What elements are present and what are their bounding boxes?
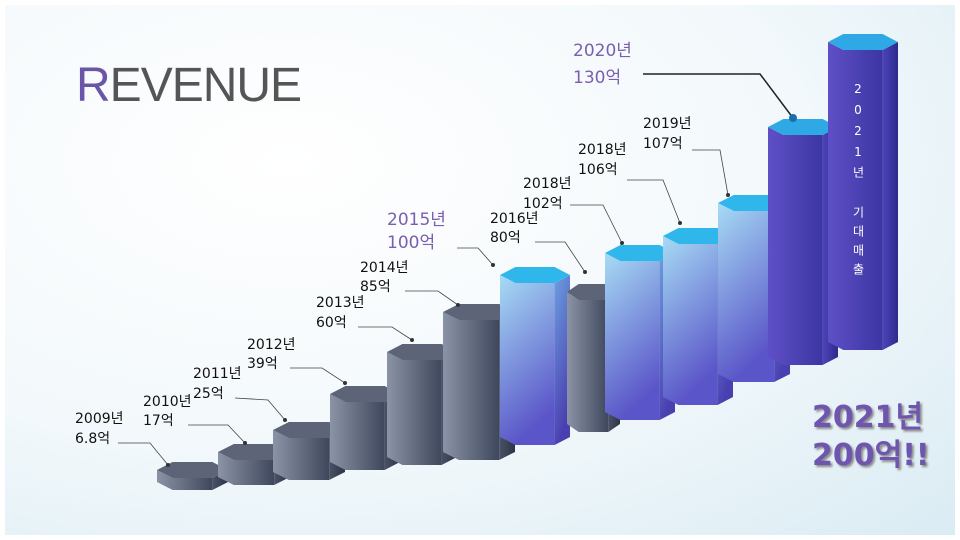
- label-amount: 17억: [143, 413, 174, 429]
- label-amount: 25억: [193, 386, 224, 402]
- leader-line: [692, 149, 729, 196]
- forecast-year: 2021년: [812, 400, 924, 435]
- label-year: 2016년: [490, 211, 539, 227]
- prism-top: [218, 444, 290, 460]
- prism-left: [768, 127, 823, 365]
- leader-dot: [789, 114, 797, 122]
- prism-top: [605, 245, 675, 261]
- prism-left: [157, 470, 213, 490]
- label-amount: 39억: [247, 356, 278, 372]
- leader-line: [234, 397, 286, 421]
- leader-line: [358, 326, 413, 341]
- leader-line: [188, 424, 246, 444]
- prism-left: [500, 275, 555, 445]
- leader-dot: [283, 418, 287, 422]
- label-amount: 107억: [643, 136, 683, 152]
- label-year: 2015년: [387, 210, 446, 230]
- prism-left: [273, 430, 330, 480]
- label-amount: 100억: [387, 233, 435, 253]
- label-amount: 80억: [490, 230, 521, 246]
- prism-left: [330, 394, 385, 470]
- leader-dot: [456, 303, 460, 307]
- leader-dot: [726, 193, 730, 197]
- title: REVENUE: [76, 59, 302, 112]
- label-year: 2019년: [643, 116, 692, 132]
- prism-top: [387, 344, 457, 360]
- prism-top: [330, 386, 400, 402]
- prism-top: [768, 119, 838, 135]
- prism-top: [663, 228, 733, 244]
- prism-top: [500, 267, 570, 283]
- prism-top: [828, 34, 898, 50]
- leader-line: [405, 290, 459, 306]
- prism-top: [443, 304, 515, 320]
- prism-left: [718, 203, 775, 382]
- label-year: 2014년: [360, 260, 409, 276]
- leader-line: [290, 367, 346, 384]
- prism-top: [157, 462, 228, 478]
- prism-left: [567, 292, 609, 432]
- leader-dot: [343, 381, 347, 385]
- leader-dot: [620, 241, 624, 245]
- leader-line: [535, 241, 586, 273]
- leader-dot: [583, 270, 587, 274]
- label-year: 2018년: [523, 176, 572, 192]
- leader-dot: [243, 441, 247, 445]
- leader-line: [627, 179, 681, 224]
- leader-line: [457, 247, 494, 266]
- prism-right: [554, 275, 570, 445]
- prism-left: [605, 253, 660, 420]
- label-year: 2018년: [578, 142, 627, 158]
- leader-dot: [166, 463, 170, 467]
- label-amount: 130억: [573, 68, 621, 88]
- leader-line: [643, 73, 794, 119]
- label-year: 2013년: [316, 295, 365, 311]
- label-year: 2009년: [75, 411, 124, 427]
- prism-left: [387, 352, 442, 465]
- prism-left: [663, 236, 718, 405]
- label-year: 2011년: [193, 366, 242, 382]
- prism-right: [882, 42, 898, 350]
- label-amount: 106억: [578, 162, 618, 178]
- forecast-amount: 200억!!: [812, 438, 930, 473]
- forecast-label: 2021년 기대매출: [851, 82, 865, 282]
- label-year: 2012년: [247, 337, 296, 353]
- leader-line: [118, 442, 169, 466]
- label-amount: 6.8억: [75, 431, 110, 447]
- label-amount: 102억: [523, 196, 563, 212]
- label-amount: 85억: [360, 279, 391, 295]
- label-year: 2020년: [573, 41, 632, 61]
- label-year: 2010년: [143, 394, 192, 410]
- leader-line: [570, 204, 623, 244]
- leader-dot: [491, 263, 495, 267]
- leader-dot: [410, 338, 414, 342]
- leader-dot: [678, 221, 682, 225]
- prism-left: [443, 312, 500, 460]
- prism-top: [273, 422, 345, 438]
- prism-left: [828, 42, 883, 350]
- label-amount: 60억: [316, 315, 347, 331]
- prism-left: [218, 452, 275, 485]
